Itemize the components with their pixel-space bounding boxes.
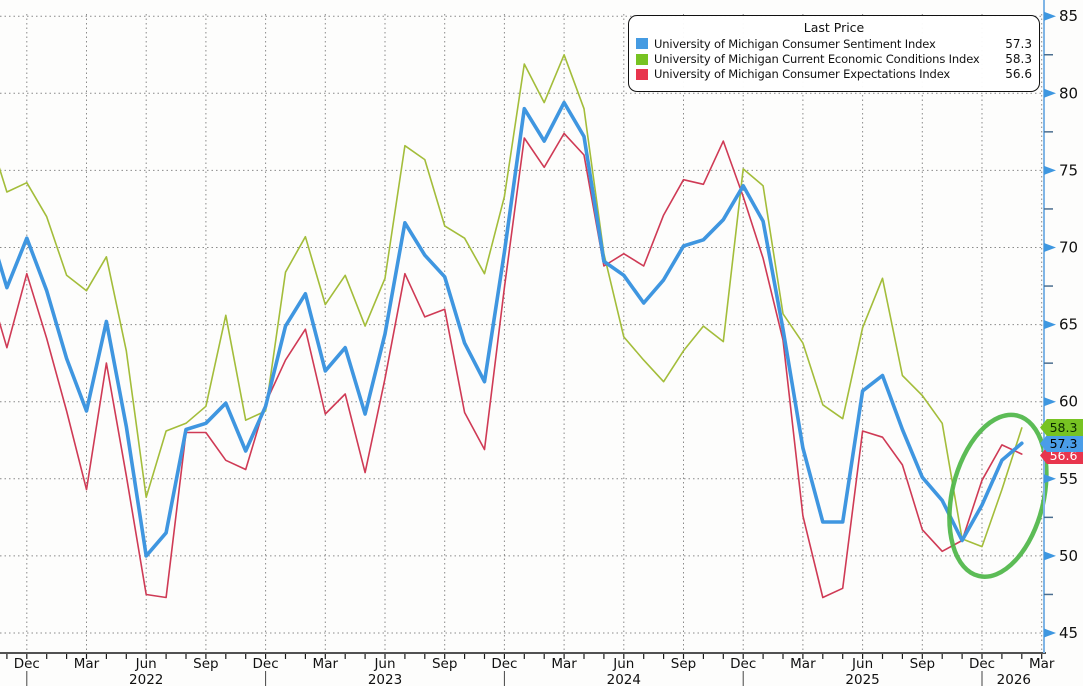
y-tick-label: 65 (1059, 316, 1078, 334)
y-tick-arrow-icon (1044, 88, 1056, 98)
x-tick-label: Jun (373, 656, 395, 672)
series-line-0 (0, 100, 1024, 558)
x-tick-label: Jun (135, 656, 157, 672)
y-tick-arrow-icon (1044, 551, 1056, 561)
x-tick-label: Dec (491, 656, 517, 672)
legend-value: 56.6 (1005, 67, 1032, 82)
x-tick-label: Mar (790, 656, 816, 672)
x-tick-label: Mar (74, 656, 100, 672)
x-tick-label: Jun (851, 656, 873, 672)
legend-title: Last Price (803, 20, 865, 35)
x-year-label: 2024 (607, 672, 641, 686)
legend-value: 57.3 (1005, 36, 1032, 51)
sentiment-swatch-icon (636, 38, 648, 50)
y-tick-label: 80 (1059, 84, 1078, 102)
x-tick-label: Dec (969, 656, 995, 672)
x-year-label: 2022 (129, 672, 163, 686)
x-tick-label: Dec (14, 656, 40, 672)
y-tick-label: 70 (1059, 239, 1078, 257)
y-tick-label: 60 (1059, 393, 1078, 411)
x-tick-label: Sep (910, 656, 935, 672)
y-tick-arrow-icon (1044, 165, 1056, 175)
y-tick-arrow-icon (1044, 11, 1056, 21)
y-tick-label: 55 (1059, 470, 1078, 488)
y-tick-label: 50 (1059, 547, 1078, 565)
y-tick-arrow-icon (1044, 628, 1056, 638)
y-tick-label: 45 (1059, 624, 1078, 642)
y-tick-arrow-icon (1044, 243, 1056, 252)
series-line-1 (0, 53, 1023, 548)
legend-label: University of Michigan Consumer Expectat… (654, 67, 951, 82)
x-tick-label: Dec (730, 656, 756, 672)
x-tick-label: Sep (193, 656, 218, 672)
expectations-swatch-icon (636, 68, 648, 80)
legend-row-expectations: University of Michigan Consumer Expectat… (636, 67, 1032, 82)
x-year-label: 2023 (368, 672, 402, 686)
legend-box: Last Price University of Michigan Consum… (628, 15, 1040, 92)
last-price-tag-sentiment: 57.3 (1040, 435, 1083, 452)
series-line-2 (0, 132, 1023, 599)
legend-value: 58.3 (1005, 52, 1032, 67)
last-price-tag-current-conditions: 58.3 (1040, 419, 1083, 436)
y-tick-label: 85 (1059, 7, 1078, 25)
y-tick-arrow-icon (1044, 474, 1056, 484)
x-year-label: 2025 (845, 672, 879, 686)
x-tick-label: Sep (671, 656, 696, 672)
y-tick-arrow-icon (1044, 320, 1056, 330)
x-tick-label: Mar (1029, 656, 1055, 672)
legend-row-current-conditions: University of Michigan Current Economic … (636, 51, 1032, 66)
x-tick-label: Sep (432, 656, 457, 672)
highlight-ellipse-annotation (947, 412, 1049, 579)
x-tick-label: Jun (612, 656, 634, 672)
x-tick-label: Mar (551, 656, 577, 672)
x-tick-label: Dec (253, 656, 279, 672)
legend-label: University of Michigan Current Economic … (654, 52, 980, 67)
y-tick-label: 75 (1059, 161, 1078, 179)
current-conditions-swatch-icon (636, 53, 648, 65)
legend-label: University of Michigan Consumer Sentimen… (654, 36, 936, 51)
x-year-label: 2026 (997, 672, 1031, 686)
y-tick-arrow-icon (1044, 397, 1056, 407)
legend-row-sentiment: University of Michigan Consumer Sentimen… (636, 36, 1032, 51)
x-tick-label: Mar (313, 656, 339, 672)
